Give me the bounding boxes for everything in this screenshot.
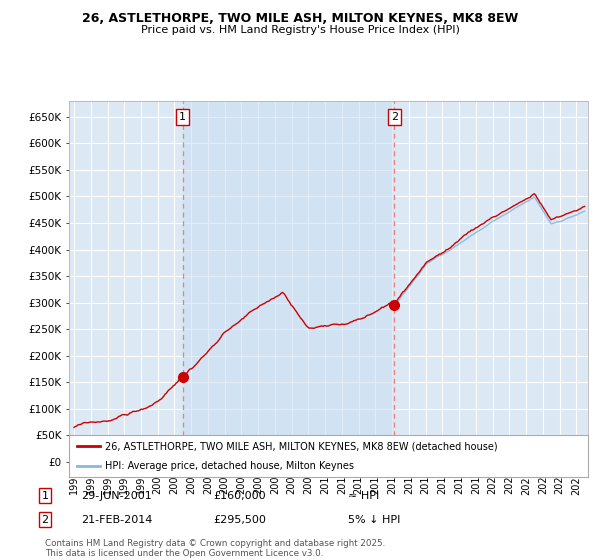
Text: 26, ASTLETHORPE, TWO MILE ASH, MILTON KEYNES, MK8 8EW: 26, ASTLETHORPE, TWO MILE ASH, MILTON KE… xyxy=(82,12,518,25)
Text: ≈ HPI: ≈ HPI xyxy=(348,491,379,501)
Text: 5% ↓ HPI: 5% ↓ HPI xyxy=(348,515,400,525)
Text: 1: 1 xyxy=(41,491,49,501)
Text: HPI: Average price, detached house, Milton Keynes: HPI: Average price, detached house, Milt… xyxy=(106,461,355,470)
Text: 1: 1 xyxy=(179,112,186,122)
Text: 26, ASTLETHORPE, TWO MILE ASH, MILTON KEYNES, MK8 8EW (detached house): 26, ASTLETHORPE, TWO MILE ASH, MILTON KE… xyxy=(106,441,498,451)
Text: 29-JUN-2001: 29-JUN-2001 xyxy=(81,491,152,501)
Bar xyxy=(182,101,394,462)
Text: £160,000: £160,000 xyxy=(213,491,266,501)
Text: 2: 2 xyxy=(391,112,398,122)
Text: £295,500: £295,500 xyxy=(213,515,266,525)
Text: 2: 2 xyxy=(41,515,49,525)
Text: Contains HM Land Registry data © Crown copyright and database right 2025.
This d: Contains HM Land Registry data © Crown c… xyxy=(45,539,385,558)
Text: 21-FEB-2014: 21-FEB-2014 xyxy=(81,515,152,525)
Text: Price paid vs. HM Land Registry's House Price Index (HPI): Price paid vs. HM Land Registry's House … xyxy=(140,25,460,35)
